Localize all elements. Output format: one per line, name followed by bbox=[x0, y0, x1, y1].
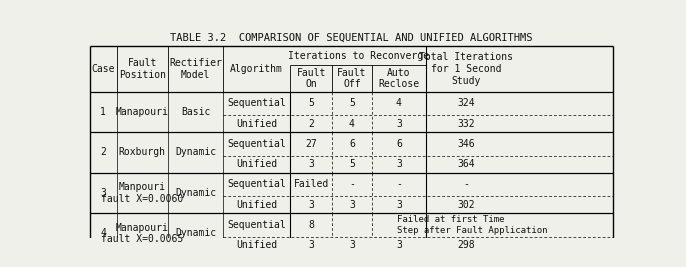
Text: -: - bbox=[464, 179, 469, 190]
Text: Manpouri
fault X=0.0060: Manpouri fault X=0.0060 bbox=[102, 182, 183, 204]
Text: 1: 1 bbox=[100, 107, 106, 117]
Text: 332: 332 bbox=[458, 119, 475, 129]
Text: Failed: Failed bbox=[294, 179, 329, 190]
Text: -: - bbox=[349, 179, 355, 190]
Text: Manapouri
fault X=0.0065: Manapouri fault X=0.0065 bbox=[102, 223, 183, 244]
Text: Sequential: Sequential bbox=[227, 99, 286, 108]
Text: 302: 302 bbox=[458, 200, 475, 210]
Text: Fault
Off: Fault Off bbox=[337, 68, 366, 89]
Text: Fault
Position: Fault Position bbox=[119, 58, 166, 80]
Text: 3: 3 bbox=[308, 240, 314, 250]
Text: Auto
Reclose: Auto Reclose bbox=[379, 68, 419, 89]
Text: Manapouri: Manapouri bbox=[116, 107, 169, 117]
Text: Sequential: Sequential bbox=[227, 179, 286, 190]
Text: Sequential: Sequential bbox=[227, 220, 286, 230]
Text: 3: 3 bbox=[349, 200, 355, 210]
Text: -: - bbox=[396, 179, 402, 190]
Text: Unified: Unified bbox=[236, 159, 277, 169]
Text: 4: 4 bbox=[396, 99, 402, 108]
Text: TABLE 3.2  COMPARISON OF SEQUENTIAL AND UNIFIED ALGORITHMS: TABLE 3.2 COMPARISON OF SEQUENTIAL AND U… bbox=[170, 33, 533, 43]
Text: Failed at first Time
Step after Fault Application: Failed at first Time Step after Fault Ap… bbox=[397, 215, 548, 235]
Text: 346: 346 bbox=[458, 139, 475, 149]
Text: Dynamic: Dynamic bbox=[175, 147, 216, 158]
Text: 4: 4 bbox=[100, 228, 106, 238]
Text: 3: 3 bbox=[396, 200, 402, 210]
Text: Rectifier
Model: Rectifier Model bbox=[169, 58, 222, 80]
Text: 324: 324 bbox=[458, 99, 475, 108]
Text: 3: 3 bbox=[308, 200, 314, 210]
Text: Dynamic: Dynamic bbox=[175, 188, 216, 198]
Text: 3: 3 bbox=[308, 159, 314, 169]
Text: Dynamic: Dynamic bbox=[175, 228, 216, 238]
Text: Fault
On: Fault On bbox=[296, 68, 326, 89]
Text: Iterations to Reconverge: Iterations to Reconverge bbox=[287, 51, 429, 61]
Text: 2: 2 bbox=[308, 119, 314, 129]
Text: 2: 2 bbox=[100, 147, 106, 158]
Text: 6: 6 bbox=[349, 139, 355, 149]
Text: Case: Case bbox=[91, 64, 115, 74]
Text: 6: 6 bbox=[396, 139, 402, 149]
Text: 4: 4 bbox=[349, 119, 355, 129]
Text: 5: 5 bbox=[349, 159, 355, 169]
Text: 5: 5 bbox=[308, 99, 314, 108]
Text: Unified: Unified bbox=[236, 119, 277, 129]
Text: 3: 3 bbox=[349, 240, 355, 250]
Text: 3: 3 bbox=[100, 188, 106, 198]
Text: 364: 364 bbox=[458, 159, 475, 169]
Text: 8: 8 bbox=[308, 220, 314, 230]
Text: Roxburgh: Roxburgh bbox=[119, 147, 166, 158]
Text: Basic: Basic bbox=[181, 107, 210, 117]
Text: 3: 3 bbox=[396, 119, 402, 129]
Text: Unified: Unified bbox=[236, 240, 277, 250]
Text: Sequential: Sequential bbox=[227, 139, 286, 149]
Text: 3: 3 bbox=[396, 240, 402, 250]
Text: 27: 27 bbox=[305, 139, 317, 149]
Text: 298: 298 bbox=[458, 240, 475, 250]
Text: Algorithm: Algorithm bbox=[230, 64, 283, 74]
Text: Unified: Unified bbox=[236, 200, 277, 210]
Text: 3: 3 bbox=[396, 159, 402, 169]
Text: 5: 5 bbox=[349, 99, 355, 108]
Text: Total Iterations
for 1 Second
Study: Total Iterations for 1 Second Study bbox=[419, 52, 513, 86]
